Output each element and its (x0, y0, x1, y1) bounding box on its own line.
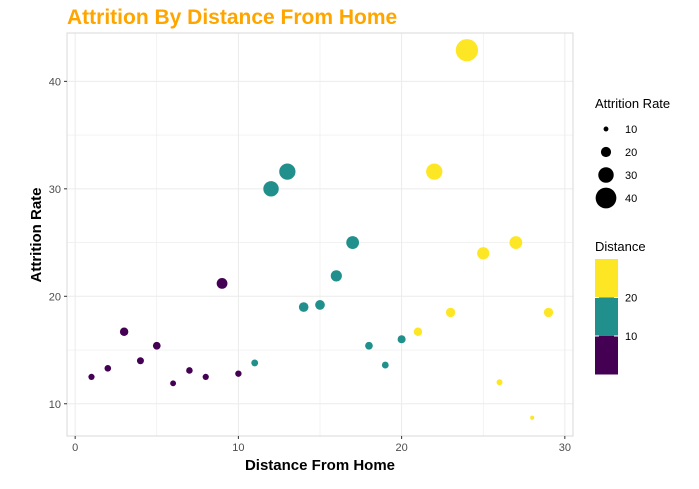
x-axis-title: Distance From Home (245, 457, 395, 474)
x-tick-label: 30 (559, 442, 571, 454)
y-tick-label: 40 (49, 76, 61, 88)
size-legend-label: 20 (625, 147, 637, 159)
data-point (315, 300, 325, 310)
color-legend-band (595, 259, 618, 298)
data-point (509, 236, 523, 249)
panel-border (66, 32, 574, 437)
data-point (170, 380, 177, 387)
data-point (477, 247, 490, 260)
color-legend-band (595, 336, 618, 375)
data-point (186, 367, 193, 374)
data-point (426, 163, 443, 180)
chart-title: Attrition By Distance From Home (67, 6, 397, 29)
y-axis-ticks: 10 20 30 40 (49, 76, 67, 411)
data-point (496, 379, 503, 386)
data-point (202, 373, 209, 380)
y-tick-label: 30 (49, 184, 61, 196)
color-legend-label: 20 (625, 293, 637, 305)
data-point (119, 327, 129, 336)
data-point (445, 307, 456, 318)
size-legend-keys: 10 20 30 40 (595, 124, 637, 209)
size-legend-key (600, 146, 612, 158)
data-point (251, 359, 259, 367)
data-point (365, 341, 373, 350)
data-point (104, 364, 112, 372)
data-point (346, 236, 360, 249)
data-point (279, 163, 296, 180)
y-axis-title: Attrition Rate (28, 188, 45, 283)
size-legend-label: 10 (625, 124, 637, 136)
x-tick-label: 10 (232, 442, 244, 454)
data-point (263, 181, 279, 197)
y-tick-label: 20 (49, 291, 61, 303)
data-point (216, 278, 228, 289)
size-legend-title: Attrition Rate (595, 96, 670, 111)
data-point (152, 341, 161, 350)
data-point (397, 335, 406, 344)
data-point (413, 327, 423, 336)
data-point (530, 415, 535, 420)
size-legend-key (598, 167, 614, 183)
size-legend-key (595, 187, 617, 209)
data-point (136, 357, 144, 365)
color-legend-bar (595, 259, 618, 375)
y-tick-label: 10 (49, 399, 61, 411)
color-legend-label: 10 (625, 331, 637, 343)
size-legend-label: 30 (625, 170, 637, 182)
color-legend-band (595, 297, 618, 336)
x-tick-label: 0 (72, 442, 78, 454)
size-legend-key (603, 126, 609, 132)
data-point (235, 370, 242, 377)
x-axis-ticks: 0 10 20 30 (72, 436, 571, 454)
color-legend-title: Distance (595, 239, 646, 254)
size-legend-label: 40 (625, 193, 637, 205)
x-tick-label: 20 (395, 442, 407, 454)
data-point (88, 373, 95, 380)
data-point (330, 270, 342, 282)
data-point (298, 302, 309, 312)
data-point (455, 39, 479, 62)
size-legend: Attrition Rate 10 20 30 40 (595, 96, 670, 209)
data-point (381, 361, 389, 369)
plot-panel (66, 32, 574, 437)
data-points (88, 39, 554, 420)
data-point (543, 307, 554, 318)
grid-lines (67, 33, 573, 436)
